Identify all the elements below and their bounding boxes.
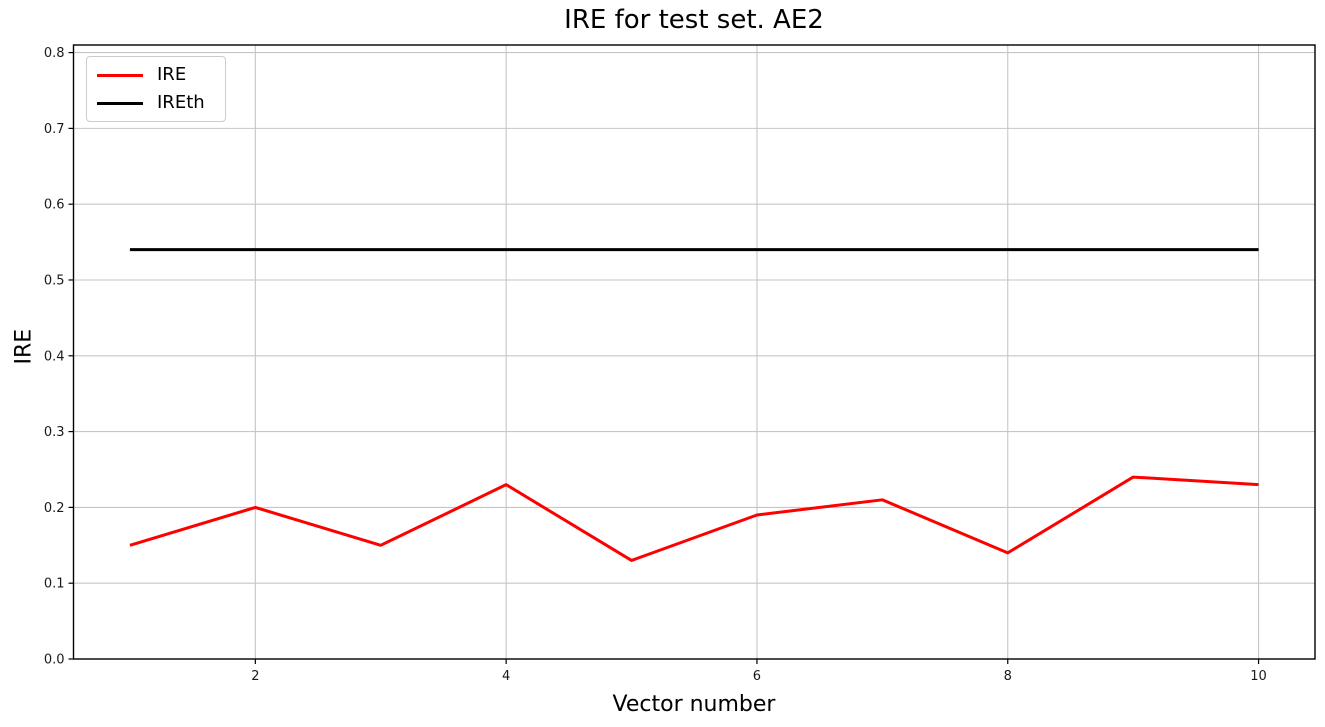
legend: IRE IREth [86, 56, 226, 122]
y-axis-label: IRE [11, 328, 37, 365]
y-tick-label: 0.0 [44, 653, 65, 668]
y-tick-label: 0.4 [44, 349, 65, 364]
legend-label-ireth: IREth [157, 92, 205, 113]
legend-item-ire: IRE [97, 66, 215, 84]
x-tick-label: 10 [1250, 669, 1267, 684]
x-tick-label: 4 [502, 669, 510, 684]
y-tick-label: 0.8 [44, 46, 65, 61]
chart-title: IRE for test set. AE2 [564, 5, 824, 35]
series-line-ire [129, 475, 1259, 562]
y-tick-label: 0.7 [44, 122, 65, 137]
x-tick-label: 6 [753, 669, 761, 684]
y-tick-label: 0.2 [44, 501, 65, 516]
x-tick-label: 2 [251, 669, 259, 684]
y-tick-label: 0.6 [44, 198, 65, 213]
plot-border [72, 44, 1316, 660]
legend-label-ire: IRE [157, 64, 187, 85]
x-axis-label: Vector number [612, 692, 776, 717]
y-tick-label: 0.3 [44, 425, 65, 440]
legend-line-sample-ire [97, 73, 143, 77]
y-tick-label: 0.5 [44, 273, 65, 288]
legend-item-ireth: IREth [97, 94, 215, 112]
x-tick-label: 8 [1004, 669, 1012, 684]
y-tick-label: 0.1 [44, 577, 65, 592]
legend-line-sample-ireth [97, 101, 143, 105]
